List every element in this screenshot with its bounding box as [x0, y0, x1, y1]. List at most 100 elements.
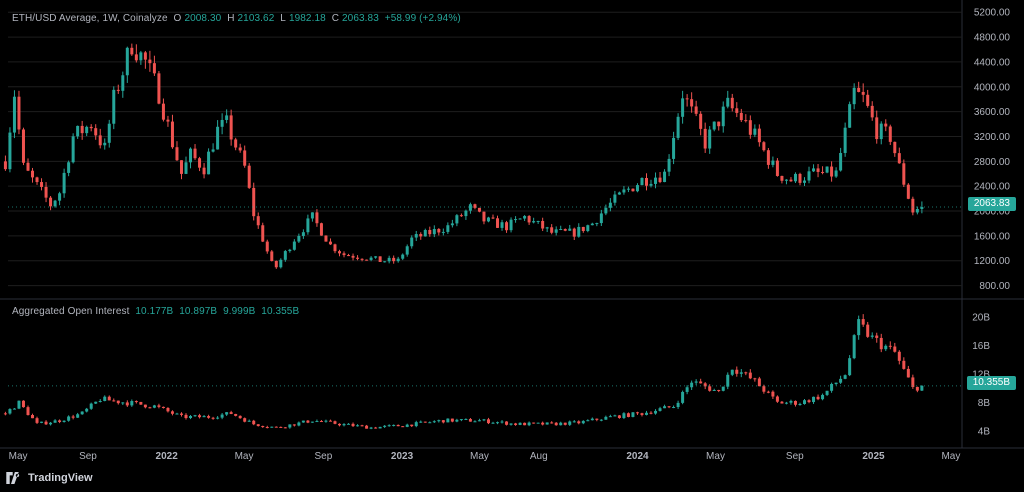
price-candle	[771, 160, 775, 165]
oi-candle	[915, 386, 919, 391]
time-axis-tick: 2024	[626, 451, 649, 462]
price-candle	[793, 173, 797, 182]
oi-candle	[789, 400, 793, 403]
price-candle	[423, 230, 427, 237]
price-candle	[125, 47, 129, 76]
oi-candle	[130, 401, 134, 406]
price-candle	[559, 229, 563, 231]
time-axis-tick: Sep	[79, 451, 97, 462]
price-candle	[784, 179, 788, 181]
price-candle	[12, 96, 16, 133]
time-axis-tick: 2025	[862, 451, 885, 462]
oi-candle	[523, 422, 527, 426]
oi-candle	[80, 411, 84, 415]
oi-candle	[441, 420, 445, 423]
oi-candle	[98, 401, 102, 403]
price-candle	[897, 153, 901, 164]
oi-candle	[310, 421, 314, 423]
oi-candle	[807, 400, 811, 403]
oi-candle	[527, 422, 531, 426]
price-candle	[879, 123, 883, 140]
oi-candle	[559, 422, 563, 426]
price-axis-tick: 1200.00	[974, 256, 1011, 267]
oi-candle	[486, 419, 490, 424]
price-candle	[486, 217, 490, 222]
price-candle	[44, 186, 48, 198]
price-candle	[261, 225, 265, 242]
oi-candle	[622, 413, 626, 418]
oi-candle	[401, 426, 405, 428]
price-candle	[369, 257, 373, 260]
price-candle	[708, 129, 712, 149]
oi-candle	[879, 337, 883, 350]
price-candle	[631, 188, 635, 192]
last-oi-tag: 10.355B	[966, 376, 1016, 390]
oi-candle	[76, 414, 80, 418]
oi-candle	[667, 406, 671, 408]
price-candle	[229, 115, 233, 140]
price-candle	[617, 192, 621, 195]
oi-candle	[455, 419, 459, 422]
price-axis-tick: 2800.00	[974, 157, 1011, 168]
oi-candle	[360, 425, 364, 427]
oi-candle	[852, 335, 856, 359]
price-candle	[310, 212, 314, 219]
price-candle	[554, 229, 558, 233]
price-candle	[812, 168, 816, 172]
chart-canvas[interactable]: 5200.00 4800.00 4400.00 4000.00 3600.00 3200.…	[0, 0, 1024, 466]
oi-candle	[500, 421, 504, 423]
price-candle	[392, 257, 396, 262]
price-candle	[256, 216, 260, 226]
oi-candle	[139, 401, 143, 405]
price-candle	[139, 52, 143, 61]
oi-candle	[825, 390, 829, 395]
price-candle	[699, 113, 703, 129]
oi-candle	[586, 420, 590, 422]
oi-candle	[911, 377, 915, 387]
price-candle	[103, 142, 107, 146]
oi-candle	[220, 414, 224, 418]
oi-candle	[468, 419, 472, 422]
oi-candle	[229, 412, 233, 414]
price-candle	[67, 162, 71, 173]
oi-candle	[464, 419, 468, 421]
price-candle	[450, 223, 454, 226]
oi-candle	[410, 424, 414, 427]
price-candle	[247, 165, 251, 188]
price-candle	[301, 232, 305, 236]
oi-candle	[356, 425, 360, 427]
price-candle	[726, 97, 730, 107]
oi-candle	[816, 396, 820, 400]
oi-candle	[225, 412, 229, 415]
price-candle	[62, 172, 66, 194]
oi-candle	[626, 413, 630, 417]
oi-candle	[545, 422, 549, 425]
price-candle	[816, 168, 820, 172]
price-axis-tick: 5200.00	[974, 8, 1011, 19]
oi-candle	[256, 424, 260, 427]
oi-candle	[798, 403, 802, 405]
price-candle	[893, 141, 897, 154]
oi-candle	[532, 422, 536, 424]
price-candle	[148, 59, 152, 64]
oi-candle	[893, 346, 897, 352]
oi-candle	[663, 406, 667, 409]
oi-candle	[753, 378, 757, 380]
price-candle	[437, 228, 441, 233]
price-candle	[545, 227, 549, 229]
oi-candle	[419, 421, 423, 423]
price-candle	[279, 259, 283, 268]
oi-candle	[866, 324, 870, 337]
oi-axis-tick: 20B	[972, 313, 990, 324]
price-candle	[789, 179, 793, 182]
oi-candle	[459, 419, 463, 421]
price-candle	[568, 228, 572, 231]
oi-candle	[342, 424, 346, 426]
tradingview-logo[interactable]: TradingView	[6, 472, 93, 484]
price-candle	[35, 177, 39, 183]
oi-candle	[405, 424, 409, 427]
price-candle	[663, 171, 667, 183]
price-candle	[292, 241, 296, 250]
oi-candle	[148, 407, 152, 409]
oi-candle	[216, 417, 220, 419]
